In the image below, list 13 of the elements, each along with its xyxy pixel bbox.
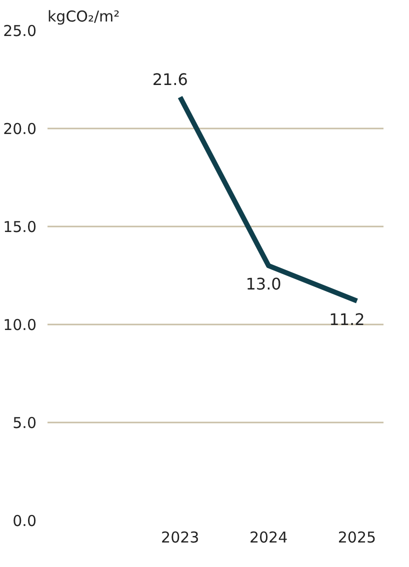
data-label: 13.0 — [246, 274, 282, 294]
y-tick-label: 25.0 — [3, 22, 37, 40]
y-tick-label: 15.0 — [3, 218, 37, 236]
y-tick-label: 20.0 — [3, 120, 37, 138]
data-label: 11.2 — [329, 310, 365, 329]
x-tick-label: 2025 — [338, 528, 376, 546]
y-axis-title: kgCO₂/m² — [48, 8, 120, 26]
data-label: 21.6 — [152, 70, 188, 90]
y-tick-label: 0.0 — [12, 512, 37, 530]
x-tick-label: 2024 — [249, 528, 288, 546]
y-tick-label: 10.0 — [3, 316, 37, 334]
y-tick-label: 5.0 — [12, 414, 37, 432]
x-tick-label: 2023 — [161, 528, 200, 546]
